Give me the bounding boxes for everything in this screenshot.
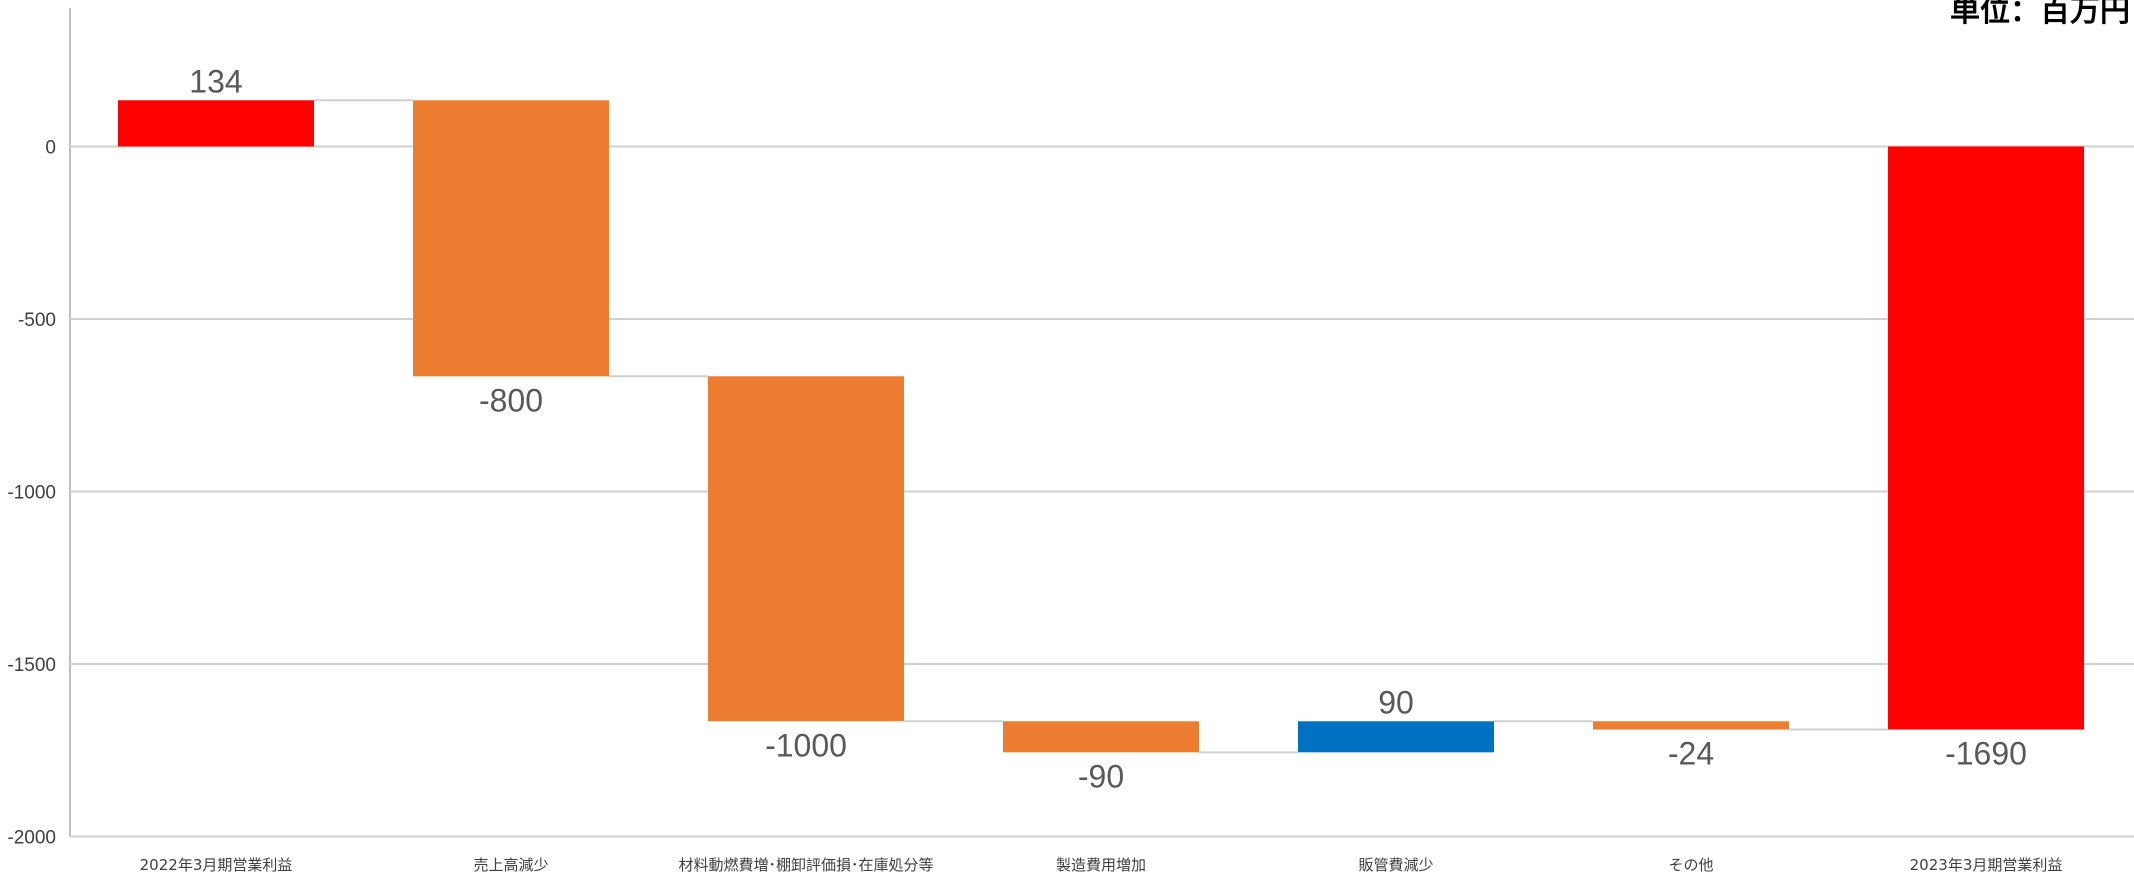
data-label: -90	[1078, 758, 1124, 794]
bar	[1298, 721, 1494, 752]
bar	[413, 100, 609, 376]
category-label: 材料動燃費増･棚卸評価損･在庫処分等	[678, 856, 933, 874]
unit-label: 単位：百万円	[1950, 0, 2130, 30]
data-label: -1690	[1945, 736, 2027, 772]
data-label: -1000	[765, 727, 847, 763]
data-label: 134	[189, 63, 242, 99]
category-label: その他	[1668, 856, 1713, 874]
category-label: 2023年3月期営業利益	[1910, 856, 2063, 874]
bar	[1888, 147, 2084, 730]
y-tick-label: -2000	[7, 828, 56, 849]
y-tick-label: -500	[18, 310, 56, 331]
y-tick-label: 0	[45, 138, 56, 159]
data-label: -24	[1668, 736, 1714, 772]
data-label: 90	[1378, 684, 1414, 720]
category-label: 製造費用増加	[1056, 856, 1146, 874]
bar	[1003, 721, 1199, 752]
bar	[708, 376, 904, 721]
bar	[118, 100, 314, 146]
category-label: 売上高減少	[473, 856, 548, 874]
bar	[1593, 721, 1789, 729]
category-label: 販管費減少	[1358, 856, 1433, 874]
category-label: 2022年3月期営業利益	[140, 856, 293, 874]
y-tick-label: -1500	[7, 655, 56, 676]
y-tick-label: -1000	[7, 483, 56, 504]
data-label: -800	[479, 382, 543, 418]
